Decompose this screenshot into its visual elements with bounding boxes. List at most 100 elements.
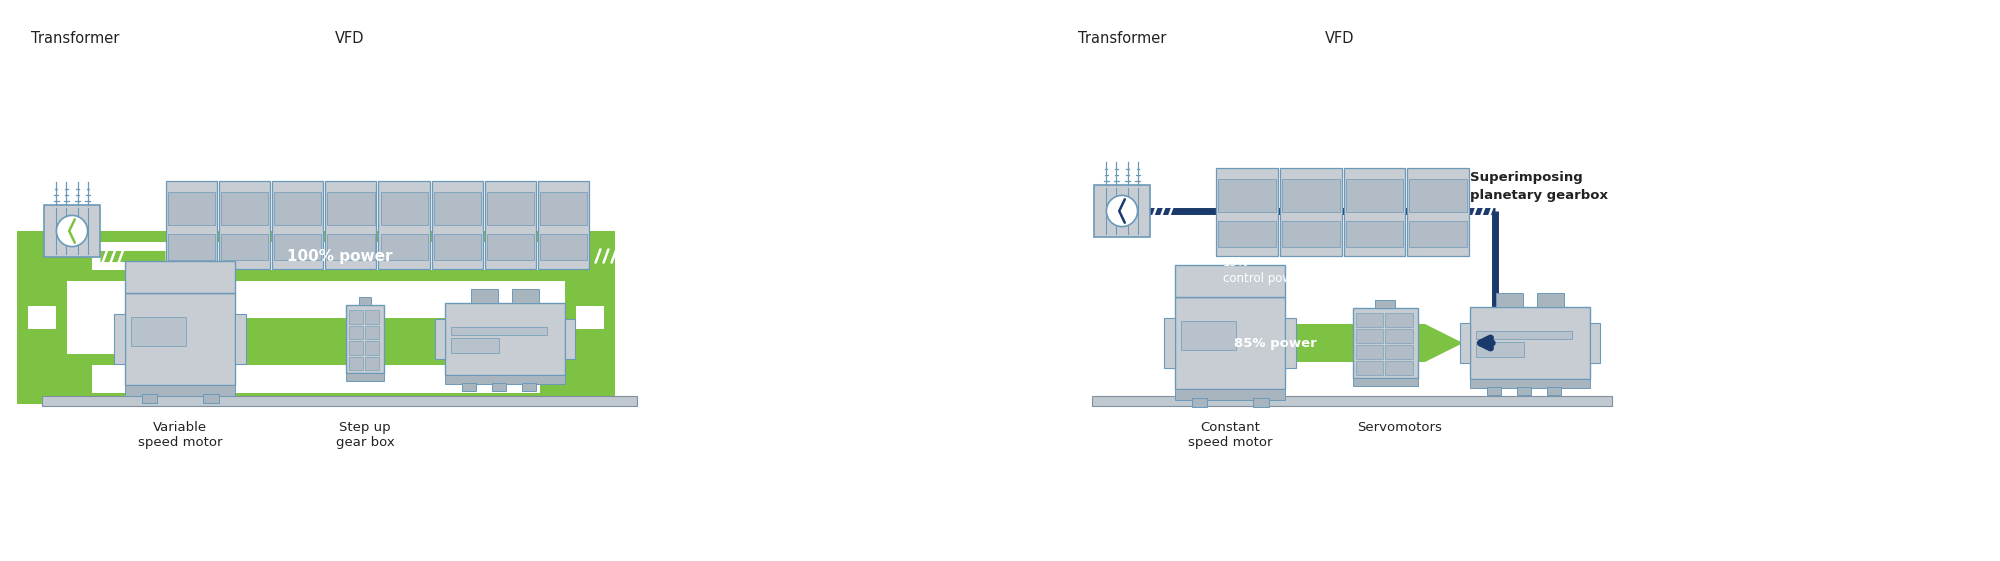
- Bar: [1384, 329, 1412, 343]
- Bar: [1410, 178, 1468, 212]
- Bar: [1280, 168, 1342, 256]
- Bar: [1516, 387, 1532, 395]
- Bar: [566, 319, 574, 359]
- Bar: [350, 341, 364, 355]
- Bar: [124, 293, 236, 385]
- Bar: [512, 288, 538, 303]
- Bar: [1346, 178, 1404, 212]
- Bar: [1192, 398, 1206, 407]
- Text: 85% power: 85% power: [1234, 337, 1316, 350]
- Bar: [492, 383, 506, 391]
- Bar: [364, 356, 380, 370]
- Bar: [436, 319, 446, 359]
- Bar: [522, 383, 536, 391]
- Text: 100% power: 100% power: [288, 249, 392, 264]
- Text: Superimposing
planetary gearbox: Superimposing planetary gearbox: [1470, 171, 1608, 202]
- Bar: [1352, 378, 1418, 387]
- Bar: [434, 234, 480, 260]
- Bar: [1538, 293, 1564, 307]
- Bar: [380, 191, 428, 225]
- Bar: [346, 305, 384, 373]
- Bar: [380, 234, 428, 260]
- Text: VFD: VFD: [1326, 31, 1354, 46]
- Text: Step up
gear box: Step up gear box: [336, 421, 394, 449]
- Bar: [364, 310, 380, 324]
- Bar: [1180, 321, 1236, 351]
- Bar: [1356, 313, 1384, 327]
- Bar: [42, 231, 590, 281]
- Bar: [364, 341, 380, 355]
- Bar: [1176, 389, 1284, 400]
- Bar: [1092, 396, 1612, 406]
- Bar: [1410, 221, 1468, 247]
- Bar: [378, 181, 430, 269]
- Bar: [472, 288, 498, 303]
- Bar: [220, 181, 270, 269]
- Bar: [1356, 361, 1384, 375]
- Circle shape: [1106, 195, 1138, 227]
- Bar: [166, 181, 218, 269]
- Bar: [444, 375, 566, 384]
- Bar: [236, 318, 460, 360]
- Bar: [124, 385, 236, 396]
- Bar: [538, 181, 588, 269]
- Bar: [444, 303, 566, 375]
- Bar: [1282, 221, 1340, 247]
- Bar: [1496, 293, 1522, 307]
- Text: 15%
control power: 15% control power: [1224, 256, 1304, 285]
- Bar: [360, 297, 370, 305]
- Bar: [236, 314, 246, 364]
- Bar: [576, 306, 604, 329]
- Polygon shape: [460, 318, 502, 360]
- Bar: [540, 191, 588, 225]
- Bar: [1356, 345, 1384, 359]
- Bar: [1344, 168, 1406, 256]
- Bar: [1176, 297, 1284, 389]
- Bar: [42, 396, 636, 406]
- Bar: [1352, 308, 1418, 378]
- Bar: [1476, 342, 1524, 357]
- Bar: [168, 191, 216, 225]
- Bar: [1384, 361, 1412, 375]
- Circle shape: [56, 215, 88, 247]
- Bar: [1384, 345, 1412, 359]
- Bar: [462, 383, 476, 391]
- Bar: [1356, 329, 1384, 343]
- Bar: [1470, 307, 1590, 379]
- Bar: [1216, 168, 1278, 256]
- Bar: [566, 231, 616, 281]
- Bar: [364, 325, 380, 339]
- Bar: [272, 181, 324, 269]
- Bar: [328, 234, 374, 260]
- Bar: [1470, 379, 1590, 388]
- Bar: [484, 181, 536, 269]
- Bar: [1486, 387, 1502, 395]
- Bar: [1286, 318, 1296, 369]
- Bar: [92, 242, 540, 270]
- Bar: [1408, 168, 1468, 256]
- Bar: [1460, 323, 1470, 363]
- Bar: [1094, 185, 1150, 237]
- Bar: [42, 354, 590, 404]
- Bar: [1346, 221, 1404, 247]
- Bar: [1546, 387, 1562, 395]
- Bar: [1476, 331, 1572, 339]
- Bar: [1254, 398, 1268, 407]
- Bar: [142, 394, 156, 403]
- Polygon shape: [1424, 324, 1464, 362]
- Bar: [452, 327, 548, 335]
- Bar: [16, 354, 68, 404]
- Bar: [168, 234, 216, 260]
- Bar: [274, 234, 322, 260]
- Text: Servomotors: Servomotors: [1358, 421, 1442, 434]
- Bar: [346, 373, 384, 381]
- Bar: [350, 310, 364, 324]
- Bar: [540, 234, 588, 260]
- Bar: [1218, 178, 1276, 212]
- Bar: [114, 314, 124, 364]
- Text: Transformer: Transformer: [1078, 31, 1166, 46]
- Bar: [1590, 323, 1600, 363]
- Bar: [350, 356, 364, 370]
- Bar: [350, 325, 364, 339]
- Bar: [328, 191, 374, 225]
